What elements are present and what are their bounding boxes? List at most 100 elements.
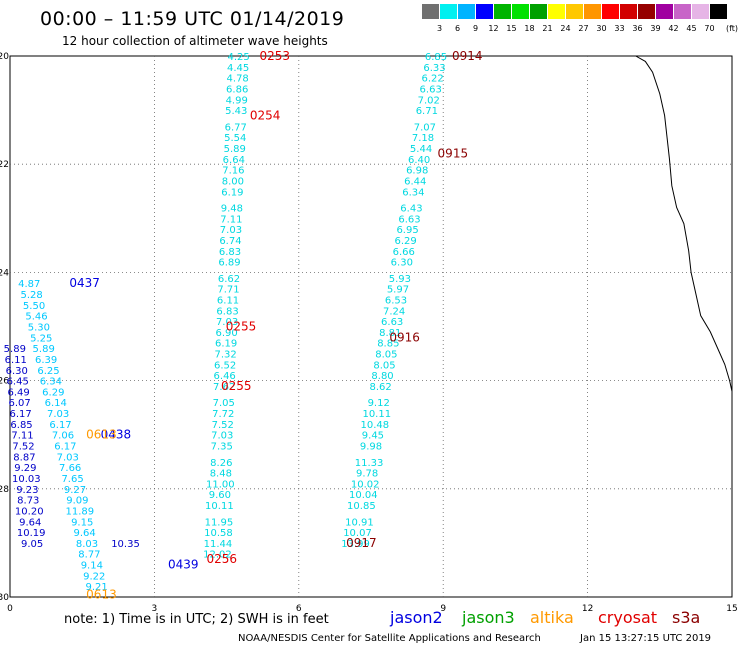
wave-height-label: 4.25 (228, 52, 250, 63)
wave-height-label: 7.65 (61, 474, 83, 485)
wave-height-label: 8.80 (371, 371, 393, 382)
pass-time-label: 0438 (101, 428, 132, 442)
wave-height-label: 9.27 (64, 485, 86, 496)
wave-height-label: 10.11 (205, 501, 234, 512)
wave-height-label: 4.45 (227, 63, 249, 74)
wave-height-label: 10.35 (111, 539, 140, 550)
wave-height-label: 6.19 (215, 339, 237, 350)
wave-height-label: 5.93 (389, 274, 411, 285)
wave-height-label: 11.89 (65, 506, 94, 517)
wave-height-label: 9.45 (362, 431, 384, 442)
wave-height-label: 5.89 (224, 144, 246, 155)
wave-height-label: 9.29 (14, 463, 36, 474)
wave-height-label: 6.07 (8, 398, 30, 409)
x-tick-label: 9 (440, 604, 446, 614)
wave-height-label: 7.35 (211, 442, 233, 453)
wave-height-label: 5.25 (30, 333, 52, 344)
wave-height-label: 6.17 (9, 409, 31, 420)
wave-height-label: 6.29 (42, 387, 64, 398)
color-tick-label: 33 (614, 24, 625, 33)
wave-height-label: 8.05 (373, 360, 395, 371)
wave-height-label: 9.22 (83, 571, 105, 582)
wave-height-label: 7.32 (215, 350, 237, 361)
wave-height-label: 7.03 (220, 225, 242, 236)
wave-height-label: 12.02 (203, 550, 232, 561)
wave-height-label: 9.12 (368, 398, 390, 409)
wave-height-label: 7.71 (217, 285, 239, 296)
y-tick-label: -30 (0, 593, 9, 603)
wave-height-label: 6.63 (398, 214, 420, 225)
color-tick-label: 18 (524, 24, 535, 33)
wave-height-label: 11.33 (355, 458, 384, 469)
wave-height-label: 7.24 (383, 306, 405, 317)
credit-line: NOAA/NESDIS Center for Satellite Applica… (238, 633, 541, 644)
wave-height-label: 8.03 (76, 539, 98, 550)
color-tick-label: 27 (578, 24, 589, 33)
wave-height-label: 10.11 (362, 409, 391, 420)
wave-height-label: 7.72 (212, 409, 234, 420)
pass-time-label: 0255 (226, 320, 257, 334)
wave-height-label: 6.85 (425, 52, 447, 63)
wave-height-label: 6.62 (218, 274, 240, 285)
wave-height-label: 5.89 (33, 344, 55, 355)
color-swatch (530, 4, 547, 19)
wave-height-label: 7.62 (213, 382, 235, 393)
wave-height-label: 6.83 (219, 247, 241, 258)
wave-height-label: 11.00 (206, 479, 235, 490)
wave-height-label: 9.09 (66, 496, 88, 507)
color-swatch (692, 4, 709, 19)
wave-height-label: 7.52 (212, 420, 234, 431)
wave-height-label: 9.98 (360, 442, 382, 453)
wave-height-label: 6.90 (215, 328, 237, 339)
legend-jason3-label: jason3 (462, 608, 515, 627)
color-tick-label: 24 (560, 24, 571, 33)
wave-height-label: 10.02 (351, 479, 380, 490)
wave-height-label: 6.19 (221, 187, 243, 198)
pass-time-label: 0613 (86, 587, 117, 601)
wave-height-label: 6.53 (385, 295, 407, 306)
wave-height-label: 5.28 (21, 290, 43, 301)
wave-height-label: 11.95 (205, 517, 234, 528)
color-tick-label: 3 (436, 24, 443, 33)
wave-height-label: 9.21 (86, 582, 108, 593)
wave-height-label: 6.85 (10, 420, 32, 431)
wave-height-label: 8.48 (210, 469, 232, 480)
y-tick-label: -28 (0, 485, 9, 495)
x-tick-label: 0 (7, 604, 13, 614)
page-title: 00:00 – 11:59 UTC 01/14/2019 (40, 8, 345, 30)
legend-altika: altika (530, 608, 574, 627)
color-tick-label: 39 (650, 24, 661, 33)
wave-height-label: 6.71 (416, 106, 438, 117)
wave-height-label: 6.30 (6, 366, 28, 377)
pass-time-label: 0916 (389, 330, 420, 344)
wave-height-label: 7.52 (12, 442, 34, 453)
wave-height-label: 9.05 (21, 539, 43, 550)
color-tick-label: 6 (454, 24, 461, 33)
wave-height-label: 10.85 (347, 501, 376, 512)
wave-height-label: 7.11 (11, 431, 33, 442)
wave-height-label: 8.77 (78, 550, 100, 561)
legend-altika-label: altika (530, 608, 574, 627)
wave-height-label: 6.63 (420, 84, 442, 95)
wave-height-label: 6.46 (214, 371, 236, 382)
wave-height-label: 5.43 (225, 106, 247, 117)
wave-height-label: 6.77 (225, 122, 247, 133)
wave-height-label: 8.62 (369, 382, 391, 393)
wave-height-label: 6.98 (406, 166, 428, 177)
wave-height-label: 7.02 (418, 95, 440, 106)
wave-height-label: 8.26 (210, 458, 232, 469)
wave-height-label: 7.03 (211, 431, 233, 442)
wave-height-label: 6.33 (423, 63, 445, 74)
y-tick-label: -26 (0, 377, 9, 387)
wave-height-label: 6.11 (5, 355, 27, 366)
y-tick-label: -22 (0, 160, 9, 170)
pass-time-label: 0439 (168, 558, 199, 572)
pass-time-label: 0255 (221, 379, 252, 393)
pass-time-label: 0613 (86, 428, 117, 442)
wave-height-label: 9.15 (71, 517, 93, 528)
wave-height-label: 5.44 (410, 144, 432, 155)
pass-time-label: 0254 (250, 109, 281, 123)
color-swatch (458, 4, 475, 19)
